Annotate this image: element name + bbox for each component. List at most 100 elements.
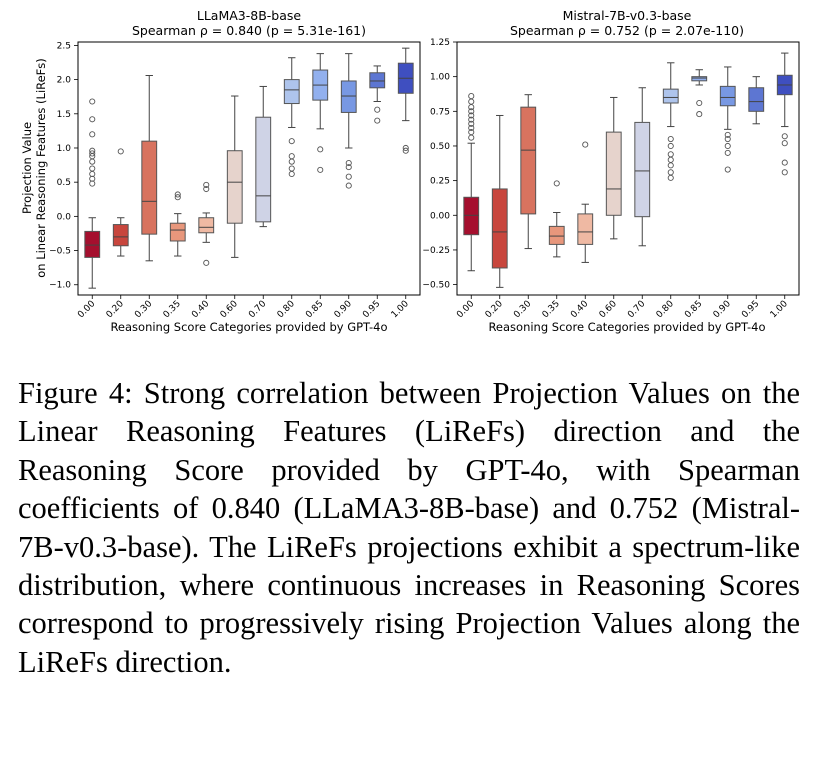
outlier-point	[174, 191, 181, 198]
box-body	[169, 222, 186, 242]
outlier-point	[667, 156, 674, 163]
x-tick-label: 0.20	[105, 299, 126, 320]
y-tick-label: −0.50	[422, 281, 450, 291]
outlier-point	[468, 108, 475, 115]
box-0.60	[226, 95, 243, 258]
outlier-point	[174, 194, 181, 201]
box-0.00	[463, 93, 480, 272]
box-body	[634, 121, 651, 218]
outlier-point	[345, 164, 352, 171]
box-0.85	[691, 69, 708, 118]
box-body	[662, 88, 679, 104]
box-0.85	[312, 53, 329, 173]
box-0.35	[548, 180, 565, 258]
outlier-point	[117, 148, 124, 155]
y-tick-label: 1.25	[430, 38, 450, 48]
y-tick-label: 2.5	[57, 41, 71, 51]
x-tick-label: 0.40	[569, 299, 590, 320]
box-1.00	[776, 52, 793, 176]
outlier-point	[89, 150, 96, 157]
outlier-point	[724, 149, 731, 156]
box-body	[748, 87, 765, 112]
box-0.70	[634, 87, 651, 247]
y-axis-label-line2: on Linear Reasoning Features (LiReFs)	[34, 58, 48, 278]
outlier-point	[89, 98, 96, 105]
plot-frame	[77, 41, 421, 296]
box-body	[340, 80, 357, 113]
outlier-point	[468, 120, 475, 127]
plot-frame	[456, 41, 800, 296]
outlier-point	[345, 159, 352, 167]
y-tick-label: 1.5	[57, 110, 71, 120]
outlier-point	[203, 185, 210, 193]
chart-title: LLaMA3-8B-base	[197, 8, 302, 23]
outlier-point	[667, 169, 674, 176]
outlier-point	[468, 112, 475, 119]
outlier-point	[89, 147, 96, 154]
outlier-point	[667, 174, 674, 181]
x-tick-label: 0.00	[76, 299, 97, 320]
chart-title: Mistral-7B-v0.3-base	[563, 8, 692, 23]
box-body	[84, 230, 101, 258]
outlier-point	[468, 93, 475, 100]
outlier-point	[288, 158, 295, 165]
outlier-point	[781, 169, 788, 176]
outlier-point	[89, 116, 96, 123]
y-tick-label: 1.0	[57, 144, 72, 154]
outlier-point	[667, 142, 674, 150]
x-tick-label: 0.90	[333, 299, 354, 320]
x-tick-label: 1.00	[769, 299, 790, 320]
box-0.20	[112, 148, 129, 257]
outlier-point	[667, 135, 674, 143]
box-body	[141, 140, 158, 235]
box-0.30	[520, 94, 537, 250]
outlier-point	[724, 166, 731, 173]
box-1.00	[397, 47, 414, 154]
outlier-point	[203, 181, 210, 188]
outlier-point	[667, 151, 674, 158]
outlier-point	[468, 134, 475, 141]
box-body	[491, 188, 508, 269]
y-axis-label-line1: Projection Value	[20, 122, 34, 214]
box-0.00	[84, 98, 101, 289]
outlier-point	[468, 124, 475, 132]
outlier-point	[89, 131, 96, 138]
y-tick-label: 0.5	[57, 178, 71, 188]
outlier-point	[288, 170, 295, 178]
box-body	[577, 213, 594, 245]
box-body	[255, 116, 272, 223]
box-0.80	[283, 57, 300, 178]
x-tick-label: 0.00	[455, 299, 476, 320]
x-tick-label: 0.90	[712, 299, 733, 320]
box-0.80	[662, 62, 679, 181]
x-tick-label: 0.30	[512, 299, 533, 320]
box-0.70	[255, 85, 272, 228]
box-body	[719, 85, 736, 107]
x-tick-label: 0.70	[626, 299, 647, 320]
x-tick-label: 0.35	[162, 299, 183, 320]
outlier-point	[781, 140, 788, 147]
outlier-point	[582, 141, 589, 148]
x-tick-label: 0.60	[219, 299, 240, 320]
outlier-point	[345, 182, 352, 189]
x-tick-label: 0.60	[598, 299, 619, 320]
y-tick-label: 0.25	[430, 177, 450, 187]
x-tick-label: 0.35	[541, 299, 562, 320]
outlier-point	[345, 173, 352, 180]
outlier-point	[696, 99, 703, 107]
outlier-point	[696, 111, 703, 118]
box-body	[605, 131, 622, 216]
x-tick-label: 0.80	[276, 299, 297, 320]
y-tick-label: 2.0	[57, 76, 72, 86]
box-0.90	[719, 66, 736, 173]
figure-caption: Figure 4: Strong correlation between Pro…	[18, 374, 800, 681]
outlier-point	[781, 159, 788, 166]
outlier-point	[724, 135, 731, 143]
box-0.35	[169, 191, 186, 257]
x-tick-label: 0.85	[683, 299, 704, 320]
caption-text: Strong correlation between Projection Va…	[18, 376, 801, 679]
outlier-point	[468, 98, 475, 105]
outlier-point	[288, 153, 295, 160]
y-tick-label: 0.00	[430, 211, 450, 221]
x-tick-label: 0.20	[484, 299, 505, 320]
